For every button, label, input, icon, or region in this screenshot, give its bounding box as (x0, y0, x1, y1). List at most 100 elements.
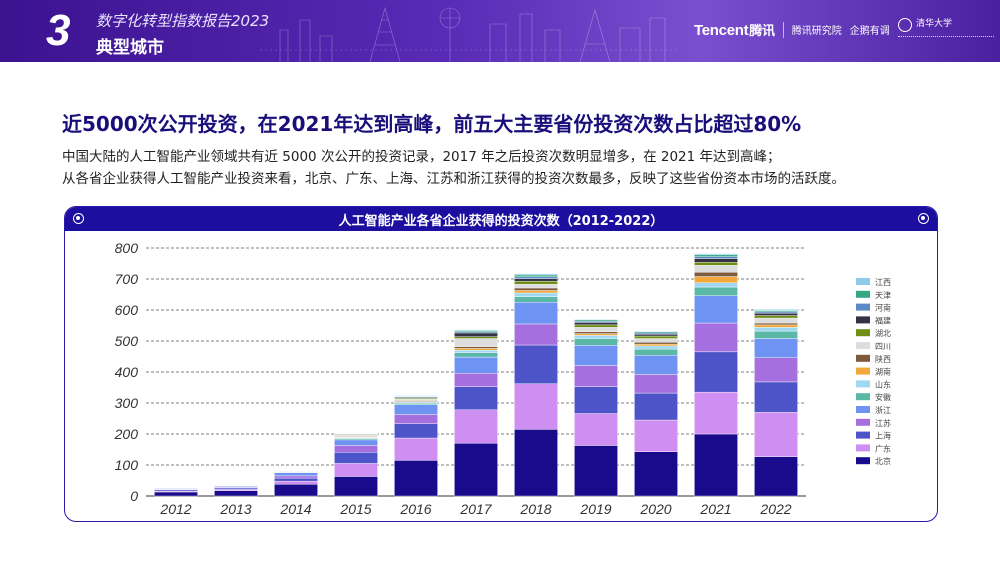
bar-segment (634, 419, 678, 452)
bar-segment (454, 329, 498, 331)
bar-segment (454, 338, 498, 347)
legend-swatch (856, 354, 870, 362)
x-tick-label: 2016 (399, 501, 431, 517)
bar-segment (574, 413, 618, 446)
bar-segment (574, 345, 618, 366)
bar-segment (454, 386, 498, 411)
bar-segment (274, 475, 318, 479)
legend-label: 江西 (875, 278, 891, 287)
legend-label: 山东 (875, 379, 891, 389)
legend-label: 天津 (875, 290, 891, 300)
legend-swatch (856, 342, 870, 349)
legend-label: 陕西 (875, 354, 891, 364)
legend-swatch (856, 278, 870, 285)
y-tick-label: 400 (115, 364, 139, 380)
bar-segment (634, 342, 678, 345)
bar-segment (754, 412, 798, 457)
bar-segment (154, 488, 198, 490)
bar-segment (454, 346, 498, 349)
bar-segment (574, 445, 618, 497)
legend-swatch (856, 406, 870, 413)
x-tick-label: 2013 (219, 501, 251, 517)
bar-segment (634, 348, 678, 356)
x-tick-label: 2019 (579, 501, 611, 517)
legend-label: 福建 (875, 315, 891, 325)
bar-segment (394, 460, 438, 497)
bar-segment (694, 253, 738, 256)
bar-segment (574, 386, 618, 414)
bar-segment (754, 381, 798, 413)
bar-segment (694, 391, 738, 435)
bar-segment (394, 423, 438, 439)
bar-segment (694, 351, 738, 393)
legend-swatch (856, 444, 870, 452)
bar-segment (454, 332, 498, 337)
bar-segment (454, 348, 498, 351)
legend-swatch (856, 418, 870, 426)
chart-panel: 人工智能产业各省企业获得的投资次数（2012-2022） (64, 206, 938, 522)
bar-segment (454, 350, 498, 353)
bar-segment (514, 284, 558, 289)
bar-segment (514, 302, 558, 325)
legend-label: 上海 (875, 431, 891, 441)
x-tick-label: 2015 (339, 501, 371, 517)
headline: 近5000次公开投资，在2021年达到高峰，前五大主要省份投资次数占比超过80% (62, 112, 802, 136)
legend-swatch (856, 329, 870, 337)
bar-segment (754, 357, 798, 383)
bar-segment (754, 338, 798, 358)
bar-segment (574, 324, 618, 328)
bar-segment (694, 276, 738, 283)
bar-segment (514, 296, 558, 303)
bar-segment (754, 309, 798, 311)
bar-segment (454, 409, 498, 444)
y-tick-label: 700 (115, 271, 139, 287)
bar-segment (574, 338, 618, 346)
decorative-city-pattern (260, 6, 680, 62)
bar-segment (274, 477, 318, 482)
bar-segment (694, 265, 738, 273)
report-title: 数字化转型指数报告2023 (96, 12, 270, 30)
partner-logos: Tencent腾讯 腾讯研究院 企鹅有调 (694, 20, 890, 39)
bar-segment (754, 330, 798, 339)
y-tick-label: 800 (115, 240, 139, 256)
bar-segment (454, 356, 498, 374)
description-line-1: 中国大陆的人工智能产业领域共有近 5000 次公开的投资记录，2017 年之后投… (62, 149, 781, 165)
bar-segment (694, 254, 738, 257)
x-tick-label: 2020 (639, 501, 671, 517)
bar-segment (514, 323, 558, 346)
legend-label: 湖北 (875, 329, 891, 338)
bar-segment (634, 335, 678, 339)
bar-segment (514, 278, 558, 282)
chart-header: 人工智能产业各省企业获得的投资次数（2012-2022） (65, 207, 937, 231)
logo-divider (782, 21, 784, 38)
bar-segment (574, 333, 618, 336)
bar-segment (514, 287, 558, 291)
bar-segment (214, 486, 258, 488)
legend-swatch (856, 393, 870, 401)
bar-segment (694, 322, 738, 353)
bar-segment (754, 317, 798, 324)
y-tick-label: 200 (114, 426, 139, 442)
bar-segment (634, 338, 678, 343)
bar-segment (454, 443, 498, 497)
bar-segment (694, 433, 738, 497)
bar-segment (574, 365, 618, 387)
bar-segment (514, 274, 558, 278)
bar-segment (634, 343, 678, 347)
stacked-bar-chart: 0 100 200 300 400 500 600 700 800 2012 2013 2014 201… (114, 240, 891, 517)
legend-label: 江苏 (875, 418, 891, 428)
x-tick-label: 2022 (759, 501, 791, 517)
bar-segment (394, 414, 438, 424)
bar-segment (574, 322, 618, 326)
bar-segment (634, 333, 678, 337)
legend-label: 四川 (875, 342, 891, 351)
bar-segment (694, 286, 738, 296)
bar-segment (334, 445, 378, 453)
y-tick-label: 300 (115, 395, 139, 411)
legend-swatch (856, 303, 870, 311)
bar-segment (634, 355, 678, 375)
bar-segment (514, 429, 558, 497)
university-seal-icon (898, 18, 912, 32)
x-tick-label: 2021 (699, 501, 731, 517)
bar-segment (514, 273, 558, 276)
